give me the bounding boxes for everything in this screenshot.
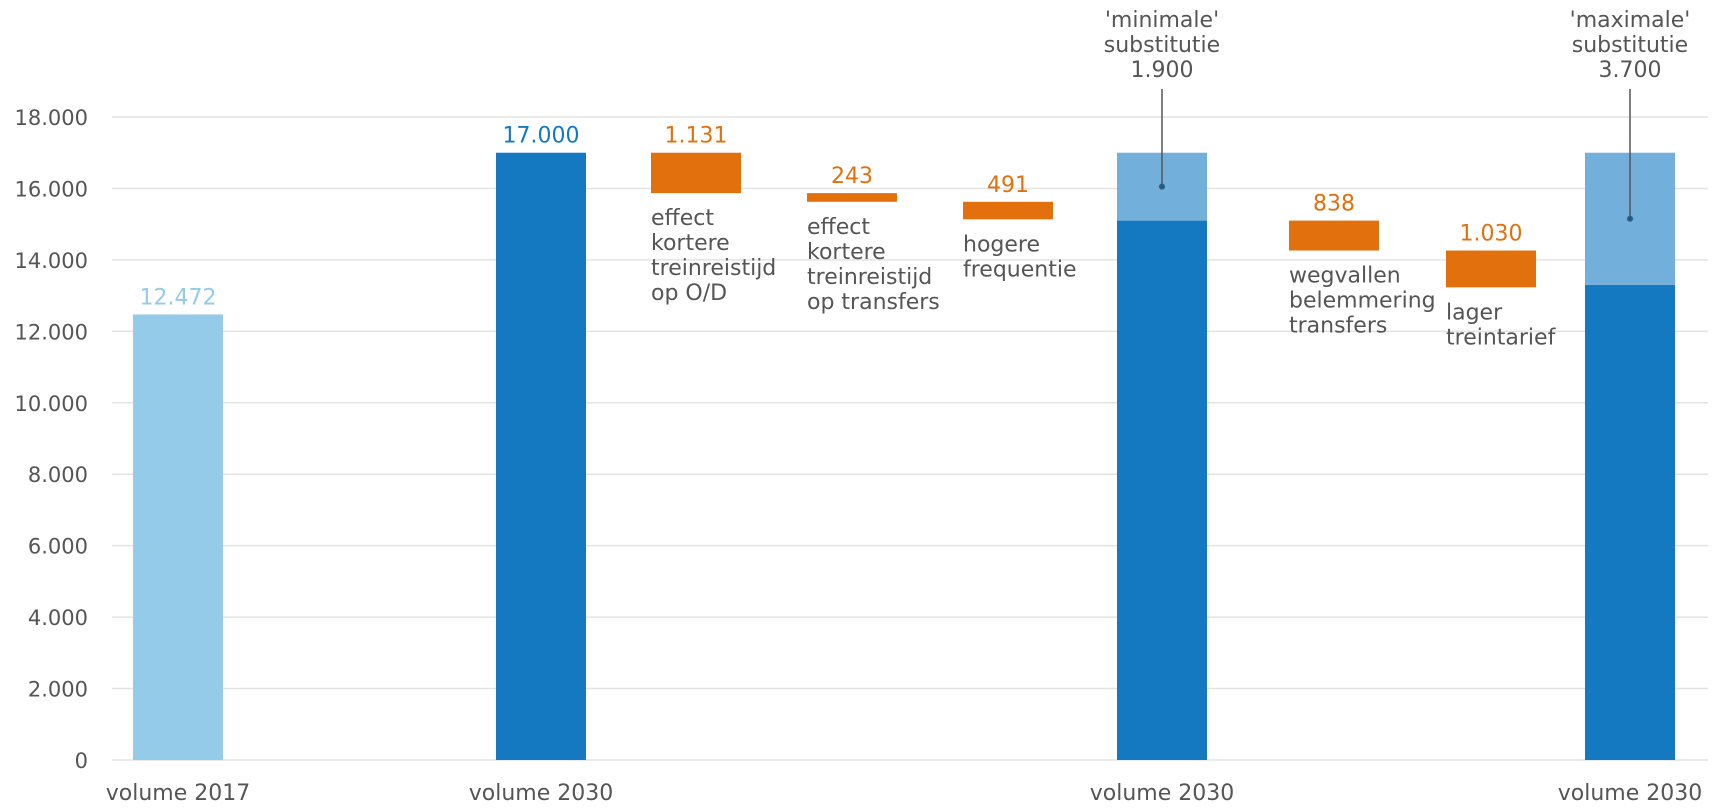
effect-bar [963,201,1053,220]
y-tick-label: 2.000 [28,678,88,702]
grid-layer [112,116,1708,761]
substitution-annotation: 'maximale' [1570,8,1691,33]
volume-bar [496,152,586,760]
effect-bar [1446,250,1536,288]
y-tick-label: 6.000 [28,535,88,559]
effect-description: wegvallen [1289,264,1401,289]
y-tick-label: 14.000 [15,249,88,273]
annotation-dot [1159,183,1165,190]
effect-description: hogere [963,232,1040,257]
effect-description: frequentie [963,257,1077,282]
data-label: 491 [987,173,1029,198]
substitution-annotation: 1.900 [1131,58,1194,83]
bars-layer [133,152,1675,760]
effect-description: op transfers [807,290,940,315]
substitution-annotation: substitutie [1572,33,1688,58]
effect-description: effect [807,215,870,240]
effect-description: kortere [807,240,886,265]
effect-bar [1289,220,1379,251]
x-category-label: volume 2030 [469,781,613,806]
effect-description: lager [1446,300,1503,325]
effect-description: treintarief [1446,325,1557,350]
effect-description: op O/D [651,281,727,306]
data-label: 1.030 [1460,222,1523,247]
substitution-annotation: substitutie [1104,33,1220,58]
effect-description: effect [651,206,714,231]
bar-segment-volume [1117,220,1207,760]
data-label: 1.131 [665,124,728,149]
data-label: 17.000 [503,124,580,149]
effect-description: belemmering [1289,289,1436,314]
y-tick-label: 12.000 [15,320,88,344]
volume-bar [133,314,223,760]
substitution-annotation: 'minimale' [1105,8,1219,33]
effect-description: treinreistijd [807,265,932,290]
annotation-dot [1627,215,1633,222]
data-label: 12.472 [140,285,217,310]
y-axis: 0 2.000 4.000 6.000 8.000 10.000 12.000 14.000 1… [15,106,1703,806]
x-category-label: volume 2017 [106,781,250,806]
effect-bar [651,152,741,194]
y-tick-label: 4.000 [28,606,88,630]
y-tick-label: 18.000 [15,106,88,130]
data-label: 243 [831,164,873,189]
data-label: 838 [1313,192,1355,217]
substitution-annotation: 3.700 [1599,58,1662,83]
x-category-label: volume 2030 [1090,781,1234,806]
effect-description: treinreistijd [651,256,776,281]
y-tick-label: 10.000 [15,392,88,416]
bar-segment-volume [1585,284,1675,760]
y-tick-label: 8.000 [28,463,88,487]
x-category-label: volume 2030 [1558,781,1702,806]
effect-bar [807,193,897,202]
y-tick-label: 0 [75,749,88,773]
effect-description: transfers [1289,314,1387,339]
y-tick-label: 16.000 [15,177,88,201]
effect-description: kortere [651,231,730,256]
